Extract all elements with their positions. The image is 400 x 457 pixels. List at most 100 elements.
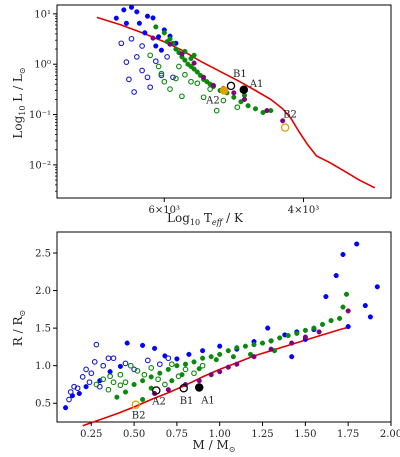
data-point-open-blue [126,76,132,83]
data-point-open-green [175,373,182,380]
hr-plot-frame [56,4,392,199]
data-point-filled-green [169,378,175,384]
data-point-filled-blue [340,251,346,258]
data-point-filled-green [188,55,194,62]
x-tick-label: 6×10³ [149,205,180,216]
star-a1-marker [239,85,249,95]
data-point-filled-blue [362,303,368,309]
x-tick-label: 4×10³ [288,205,319,216]
data-point-filled-green [122,389,129,395]
y-tick-label: 2.0 [35,286,51,297]
data-point-open-green [207,86,213,92]
data-point-filled-blue [354,241,360,247]
data-point-open-green [122,379,129,386]
data-point-filled-green [208,354,214,360]
y-tick-label: 1.5 [35,324,51,335]
data-point-filled-blue [150,15,156,21]
mass-radius-panel: A1 B1 A2 B2 0.25 0.50 0.75 1.00 1.25 1.50 1.75 2.0… [11,231,400,454]
data-point-open-green [188,78,194,85]
data-point-filled-green [234,345,240,351]
x-tick-label: 1.25 [251,429,273,440]
data-point-filled-green [311,325,317,331]
data-point-filled-green [231,94,237,100]
data-point-open-blue [105,355,112,362]
data-point-purple [191,60,197,66]
data-point-filled-green [343,291,350,297]
y-tick-label: 10⁻² [29,160,51,171]
y-tick-label: 2.5 [35,249,51,260]
data-point-open-green [158,70,165,77]
data-point-open-green [182,366,189,373]
data-point-purple [345,308,351,314]
data-point-filled-blue [374,284,380,290]
data-point-filled-green [319,321,326,327]
data-point-filled-blue [289,354,295,360]
data-point-purple [208,372,214,378]
data-point-open-green [194,80,201,87]
data-point-filled-blue [153,43,159,49]
data-point-purple [316,329,322,335]
data-point-filled-green [194,69,200,75]
star-b2-label: B2 [283,110,297,121]
data-point-filled-green [230,354,236,360]
data-point-filled-green [302,327,308,333]
data-point-filled-blue [113,15,119,21]
data-point-purple [241,96,248,102]
mr-plot-frame [56,231,392,423]
data-point-purple [234,361,240,367]
data-point-filled-blue [186,351,192,357]
y-tick-label: 10⁻¹ [29,110,51,121]
y-tick-label: 10¹ [34,9,51,20]
data-point-open-blue [67,389,74,395]
data-point-filled-green [328,318,334,324]
data-point-filled-blue [134,9,140,15]
data-point-filled-blue [345,324,351,330]
data-point-open-blue [110,355,117,362]
data-point-purple [167,41,173,47]
data-point-purple [210,82,216,88]
data-point-open-green [168,361,175,368]
data-point-filled-green [174,363,180,369]
data-point-filled-green [217,351,223,357]
data-point-filled-green [242,343,248,349]
data-point-open-green [93,381,100,388]
data-point-open-green [134,368,141,374]
data-point-purple [150,35,156,41]
data-point-filled-green [225,348,231,354]
data-point-filled-green [182,361,189,367]
model-track-line [96,16,376,189]
data-point-open-green [105,386,112,393]
data-point-open-blue [122,360,129,367]
data-point-open-green [200,94,207,101]
x-tick-label: 0.25 [80,429,102,440]
data-point-filled-green [213,357,219,363]
data-point-open-blue [158,72,165,79]
data-point-filled-green [196,366,202,372]
data-point-filled-green [148,374,154,380]
star-b1-label: B1 [180,396,194,407]
data-point-purple [264,108,270,114]
data-point-filled-blue [107,369,113,375]
data-point-open-green [148,365,155,371]
data-point-open-blue [128,35,135,42]
data-point-open-blue [164,54,170,60]
data-point-purple [201,74,207,80]
data-point-filled-blue [121,7,127,13]
data-point-open-green [213,107,220,114]
data-point-open-blue [74,385,81,392]
hr-x-axis-label: Log10 Teff / K [167,211,244,227]
data-point-open-blue [66,396,72,403]
data-point-open-green [100,376,107,383]
data-point-filled-blue [63,405,69,411]
data-point-open-blue [100,362,107,369]
data-point-open-green [117,371,124,378]
data-point-purple [225,364,231,370]
data-point-purple [251,354,257,360]
data-point-filled-green [337,315,343,321]
data-point-open-green [234,104,241,111]
data-point-open-blue [152,58,159,65]
data-point-filled-green [200,355,206,361]
star-b1-label: B1 [233,69,247,80]
data-point-open-green [179,93,185,100]
data-point-open-green [155,63,162,70]
